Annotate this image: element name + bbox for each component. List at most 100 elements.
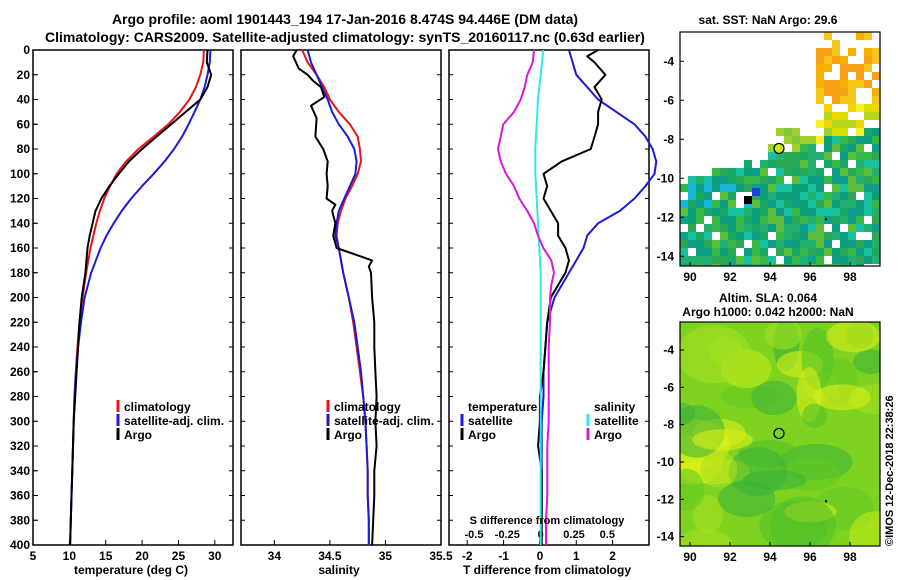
sst-pixel (848, 80, 856, 88)
sst-pixel (760, 248, 768, 256)
sst-pixel (776, 192, 784, 200)
xtick-label: 34 (268, 549, 282, 563)
sst-pixel (840, 232, 848, 240)
sst-pixel (784, 184, 792, 192)
sst-pixel (840, 88, 848, 96)
sst-pixel (872, 112, 880, 120)
series-line-argo (69, 49, 213, 546)
sst-pixel (696, 176, 704, 184)
sst-pixel (728, 168, 736, 176)
sst-pixel (800, 256, 808, 264)
sst-pixel (760, 168, 768, 176)
sst-pixel (784, 152, 792, 160)
sst-pixel (776, 152, 784, 160)
sst-pixel (768, 224, 776, 232)
sst-pixel (792, 152, 800, 160)
sst-pixel (752, 200, 760, 208)
sst-pixel (864, 192, 872, 200)
temperature-panel (32, 49, 234, 546)
sst-pixel (712, 176, 720, 184)
sst-pixel (824, 120, 832, 128)
sst-pixel (728, 232, 736, 240)
map-xtick-label: 96 (803, 550, 817, 564)
sst-pixel (864, 248, 872, 256)
sst-pixel (760, 256, 768, 264)
sst-pixel (848, 64, 856, 72)
sst-pixel (816, 152, 824, 160)
sst-pixel (688, 240, 696, 248)
sst-pixel (752, 232, 760, 240)
sst-pixel (800, 224, 808, 232)
legend-label: satellite (468, 414, 513, 428)
sst-pixel (784, 248, 792, 256)
sla-map-title-2: Argo h1000: 0.042 h2000: NaN (682, 305, 853, 319)
sst-pixel (784, 200, 792, 208)
depth-tick-label: 300 (10, 414, 30, 428)
sst-pixel (776, 208, 784, 216)
sst-pixel (704, 256, 712, 264)
sst-pixel (712, 208, 720, 216)
depth-tick-label: 80 (17, 142, 31, 156)
sst-pixel (776, 160, 784, 168)
sst-pixel (760, 184, 768, 192)
sst-pixel (824, 152, 832, 160)
xtick-label: 20 (135, 549, 149, 563)
sst-pixel (792, 192, 800, 200)
sst-pixel (872, 224, 880, 232)
sst-pixel (776, 240, 784, 248)
sst-pixel (752, 224, 760, 232)
sst-pixel (832, 248, 840, 256)
sst-pixel (872, 208, 880, 216)
sst-pixel (696, 240, 704, 248)
sst-pixel (824, 64, 832, 72)
map-ytick-label: -12 (657, 492, 675, 506)
map-ytick-label: -14 (657, 530, 675, 544)
island-marker (824, 218, 828, 221)
sst-pixel (816, 200, 824, 208)
sst-pixel (848, 264, 856, 266)
depth-tick-label: 280 (10, 390, 30, 404)
sst-pixel (800, 264, 808, 266)
sst-pixel (784, 192, 792, 200)
sst-pixel (848, 48, 856, 56)
sst-pixel (808, 224, 816, 232)
sst-pixel (848, 192, 856, 200)
sst-pixel (792, 216, 800, 224)
sst-pixel (800, 232, 808, 240)
map-ytick-label: -4 (663, 343, 674, 357)
sst-pixel (832, 48, 840, 56)
sst-pixel (848, 248, 856, 256)
sst-pixel (824, 128, 832, 136)
sst-pixel (816, 240, 824, 248)
sst-pixel (856, 160, 864, 168)
sst-pixel (848, 232, 856, 240)
sla-blob (802, 403, 828, 428)
sst-pixel (832, 168, 840, 176)
sst-pixel (832, 160, 840, 168)
sst-pixel (816, 224, 824, 232)
sst-pixel (824, 144, 832, 152)
sst-pixel (752, 256, 760, 264)
sst-pixel (728, 240, 736, 248)
sst-pixel (800, 200, 808, 208)
depth-tick-label: 260 (10, 365, 30, 379)
sst-pixel (808, 144, 816, 152)
sst-pixel (712, 256, 720, 264)
sst-pixel (768, 208, 776, 216)
sst-pixel (872, 152, 880, 160)
sst-pixel (720, 224, 728, 232)
sst-pixel (712, 240, 720, 248)
sst-pixel (696, 256, 704, 264)
map-frame (679, 31, 881, 267)
sst-pixel (712, 224, 720, 232)
sst-pixel (800, 248, 808, 256)
sst-pixel (856, 200, 864, 208)
sst-pixel (816, 48, 824, 56)
sst-pixel (840, 208, 848, 216)
salinity-xlabel: salinity (318, 563, 360, 577)
sst-pixel (816, 232, 824, 240)
sst-pixel (864, 80, 872, 88)
sst-pixel (864, 112, 872, 120)
argo-location-marker (773, 142, 785, 155)
depth-tick-label: 0 (23, 43, 30, 57)
